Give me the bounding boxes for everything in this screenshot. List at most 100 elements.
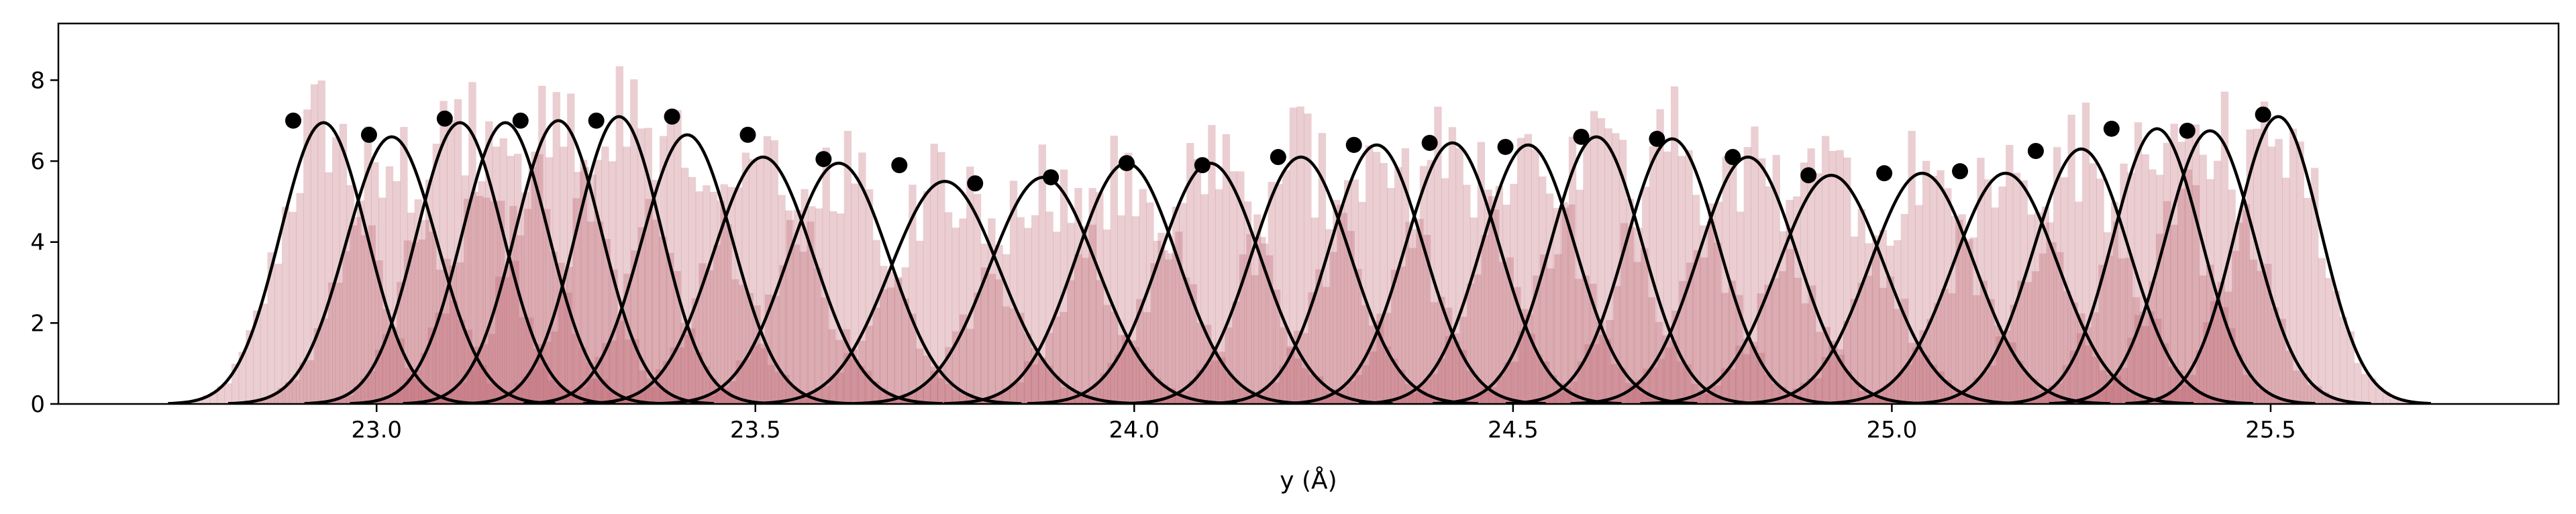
histogram-bar — [449, 265, 457, 404]
histogram-bar — [2253, 128, 2261, 404]
histogram-bar — [1286, 348, 1294, 404]
histogram-bar — [615, 66, 623, 404]
histogram-bar — [2006, 145, 2014, 404]
histogram-bar — [738, 285, 747, 404]
histogram-bar — [901, 267, 909, 404]
gaussian-fit-curve-23 — [1817, 171, 2194, 404]
histogram-bar — [1888, 401, 1896, 404]
histogram-bar — [1308, 292, 1316, 404]
histogram-bar — [327, 282, 336, 404]
gaussian-fit-curve-24 — [1909, 147, 2253, 404]
histogram-bar — [1987, 299, 1995, 404]
histogram-bar — [1315, 269, 1323, 404]
histogram-bar — [1554, 254, 1562, 404]
window-center-dot — [2179, 122, 2196, 139]
histogram-bar — [1904, 364, 1913, 404]
histogram-bar — [566, 393, 574, 404]
histogram-bar — [2390, 398, 2398, 404]
histogram-bar — [1506, 257, 1514, 404]
histogram-bar — [1886, 246, 1894, 404]
gaussian-fit-curve-2 — [227, 135, 556, 404]
histogram-bar — [851, 183, 859, 404]
histogram-bar — [2307, 384, 2315, 404]
histogram-bar — [2147, 311, 2155, 404]
histogram-bar — [1728, 280, 1737, 404]
histogram-bar — [1958, 393, 1967, 404]
histogram-bar — [1293, 330, 1302, 404]
histogram-bar — [479, 364, 487, 404]
histogram-bar — [1618, 367, 1626, 404]
histogram-bar — [951, 389, 960, 404]
histogram-bar — [418, 239, 426, 404]
histogram-bar — [1495, 395, 1503, 404]
x-axis-ticks: 23.0 23.5 24.0 24.5 25.0 25.5 — [351, 404, 2296, 444]
histogram-bar — [1167, 395, 1175, 404]
histogram-bar — [391, 392, 400, 404]
histogram-bar — [1778, 387, 1787, 404]
histogram-bar — [397, 338, 405, 404]
histogram-bar — [1146, 202, 1154, 404]
histogram-bar — [2325, 278, 2333, 404]
window-center-dot — [436, 110, 453, 127]
histogram-bar — [1412, 389, 1420, 404]
histogram-bar — [425, 391, 433, 404]
histogram-bar — [916, 240, 924, 404]
histogram-bar — [586, 362, 594, 404]
window-center-dot — [512, 112, 529, 129]
histogram-bar — [321, 318, 329, 404]
histogram-bar — [413, 370, 421, 404]
histogram-bar — [2206, 178, 2214, 404]
histogram-bar — [2062, 365, 2070, 404]
histogram-bar — [1751, 126, 1759, 404]
histogram-bar — [2264, 264, 2272, 404]
histogram-bar — [1210, 360, 1219, 404]
histogram-bar — [1053, 232, 1061, 404]
histogram-bar — [209, 392, 218, 404]
histogram-bar — [2156, 234, 2164, 404]
histogram-bar — [557, 262, 565, 404]
histogram-bar — [325, 172, 333, 404]
histogram-bar — [799, 252, 807, 404]
histogram-bar — [1459, 350, 1467, 404]
histogram-bar — [1300, 333, 1308, 404]
histogram-bar — [1372, 152, 1381, 404]
window-center-dots-layer — [285, 106, 2271, 192]
histogram-bar — [1426, 394, 1434, 404]
histogram-bar — [2228, 189, 2236, 404]
histogram-bar — [2285, 350, 2294, 404]
histogram-bar — [1948, 293, 1956, 404]
histogram-bar — [407, 212, 415, 404]
histogram-bar — [502, 277, 510, 404]
histogram-bar — [880, 266, 888, 404]
histogram-bar — [923, 355, 931, 404]
histogram-bar — [2314, 386, 2322, 404]
histogram-bar — [1922, 355, 1930, 404]
histogram-bar — [1160, 398, 1168, 404]
histogram-bar — [1121, 335, 1129, 404]
histogram-bar — [1045, 211, 1053, 404]
histogram-bar — [1757, 293, 1765, 404]
histogram-bar — [807, 221, 815, 404]
histogram-bar — [1161, 384, 1169, 404]
histogram-window-19 — [1519, 86, 1830, 404]
histogram-bar — [1304, 113, 1312, 404]
gaussian-fit-curve-10 — [748, 179, 1141, 404]
histogram-bar — [1693, 250, 1701, 404]
histogram-bar — [1394, 399, 1402, 404]
histogram-bar — [550, 252, 558, 404]
histogram-bar — [2156, 174, 2164, 404]
histogram-bar — [2339, 317, 2348, 404]
histogram-bar — [499, 138, 507, 404]
histogram-bar — [1081, 395, 1090, 404]
histogram-bar — [1772, 154, 1780, 404]
histogram-bar — [1470, 217, 1478, 404]
histogram-window-1 — [181, 80, 470, 404]
gaussian-fit-curve-19 — [1505, 137, 1839, 404]
histogram-bar — [2056, 252, 2064, 404]
histogram-bar — [1851, 382, 1859, 404]
histogram-bar — [1168, 253, 1176, 404]
histogram-bar — [516, 235, 525, 404]
histogram-bar — [1793, 397, 1801, 404]
histogram-bar — [1114, 354, 1123, 404]
histogram-bar — [610, 269, 618, 404]
